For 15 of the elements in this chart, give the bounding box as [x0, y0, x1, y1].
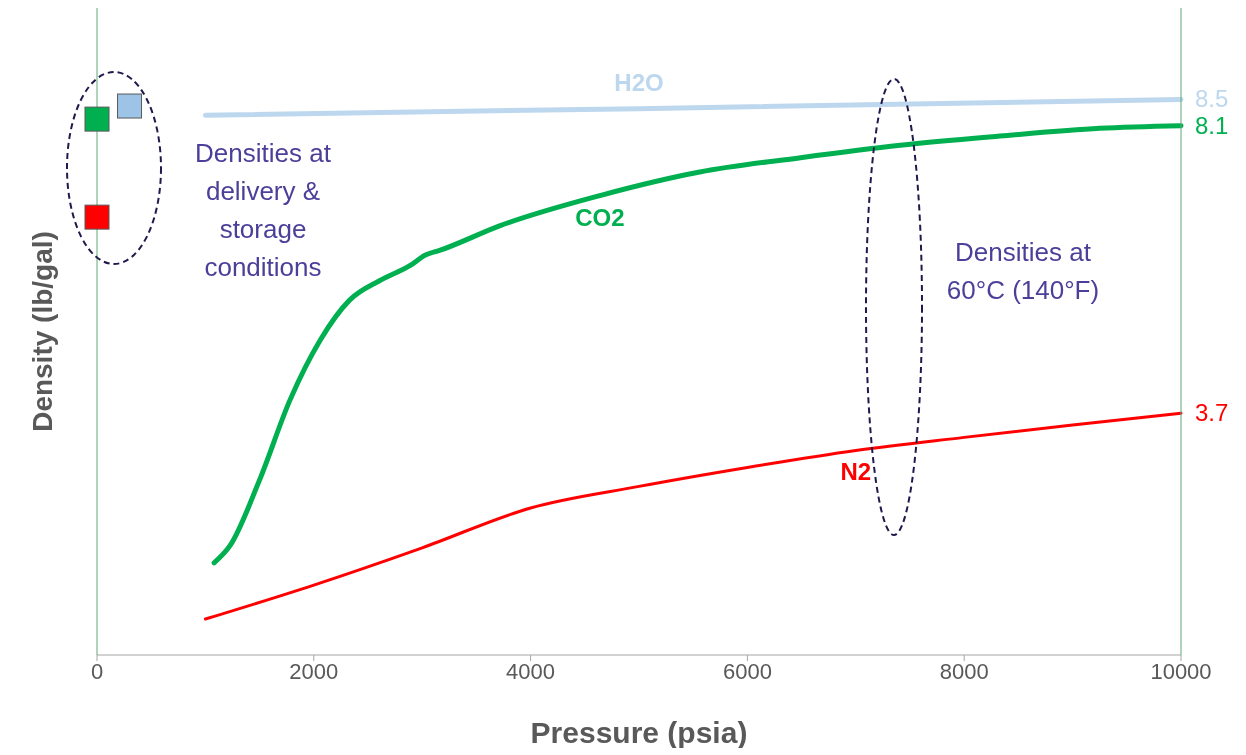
- data-label: 3.7: [1195, 399, 1229, 427]
- annotation: Densities at delivery & storage conditions: [194, 137, 332, 284]
- x-tick-label: 2000: [289, 658, 339, 684]
- series-label: H2O: [614, 68, 664, 96]
- x-tick-label: 10000: [1150, 658, 1212, 684]
- annotation: Densities at 60°C (140°F): [945, 236, 1101, 307]
- y-axis-title: Density (lb/gal): [26, 231, 58, 432]
- series-label: N2: [840, 458, 872, 486]
- x-tick-label: 4000: [506, 658, 556, 684]
- series-label: CO2: [575, 203, 625, 231]
- data-label: 8.5: [1195, 85, 1229, 113]
- x-tick-label: 6000: [722, 658, 772, 684]
- x-tick-label: 0: [90, 658, 104, 684]
- x-tick-label: 8000: [939, 658, 989, 684]
- data-label: 8.1: [1195, 111, 1229, 139]
